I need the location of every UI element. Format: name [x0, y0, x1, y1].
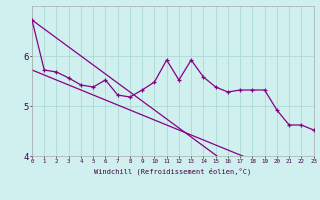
X-axis label: Windchill (Refroidissement éolien,°C): Windchill (Refroidissement éolien,°C): [94, 167, 252, 175]
